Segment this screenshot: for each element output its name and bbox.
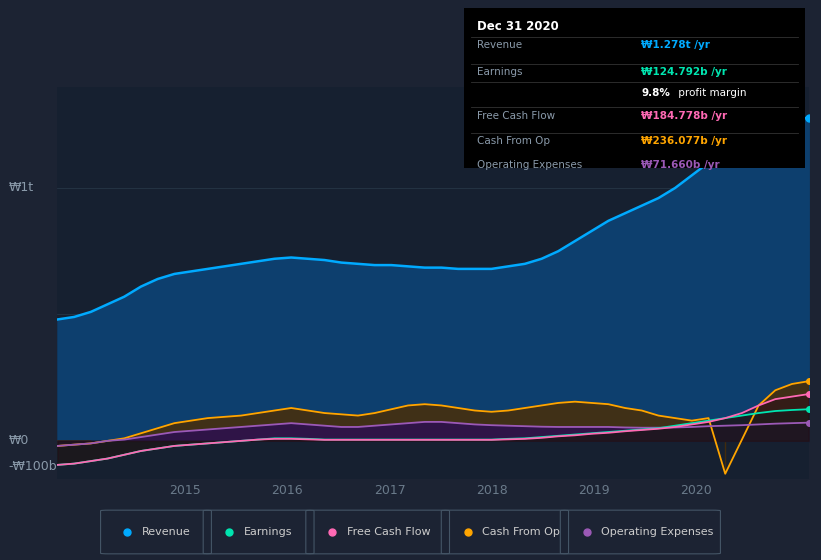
Text: Cash From Op: Cash From Op [483,527,560,537]
Text: Operating Expenses: Operating Expenses [602,527,713,537]
Text: 9.8%: 9.8% [641,88,670,98]
Text: Operating Expenses: Operating Expenses [478,160,583,170]
Text: ₩71.660b /yr: ₩71.660b /yr [641,160,720,170]
Text: ₩0: ₩0 [9,435,29,447]
Text: ₩236.077b /yr: ₩236.077b /yr [641,136,727,146]
Text: ₩184.778b /yr: ₩184.778b /yr [641,110,727,120]
Text: Revenue: Revenue [478,40,523,50]
Text: Free Cash Flow: Free Cash Flow [347,527,430,537]
Text: profit margin: profit margin [675,88,746,98]
Text: Revenue: Revenue [141,527,190,537]
Text: -₩100b: -₩100b [9,460,57,473]
Text: ₩1t: ₩1t [9,181,34,194]
Text: ₩124.792b /yr: ₩124.792b /yr [641,67,727,77]
Text: Free Cash Flow: Free Cash Flow [478,110,556,120]
Text: Dec 31 2020: Dec 31 2020 [478,20,559,32]
Text: Earnings: Earnings [478,67,523,77]
Text: ₩1.278t /yr: ₩1.278t /yr [641,40,710,50]
Text: Earnings: Earnings [245,527,293,537]
Text: Cash From Op: Cash From Op [478,136,551,146]
